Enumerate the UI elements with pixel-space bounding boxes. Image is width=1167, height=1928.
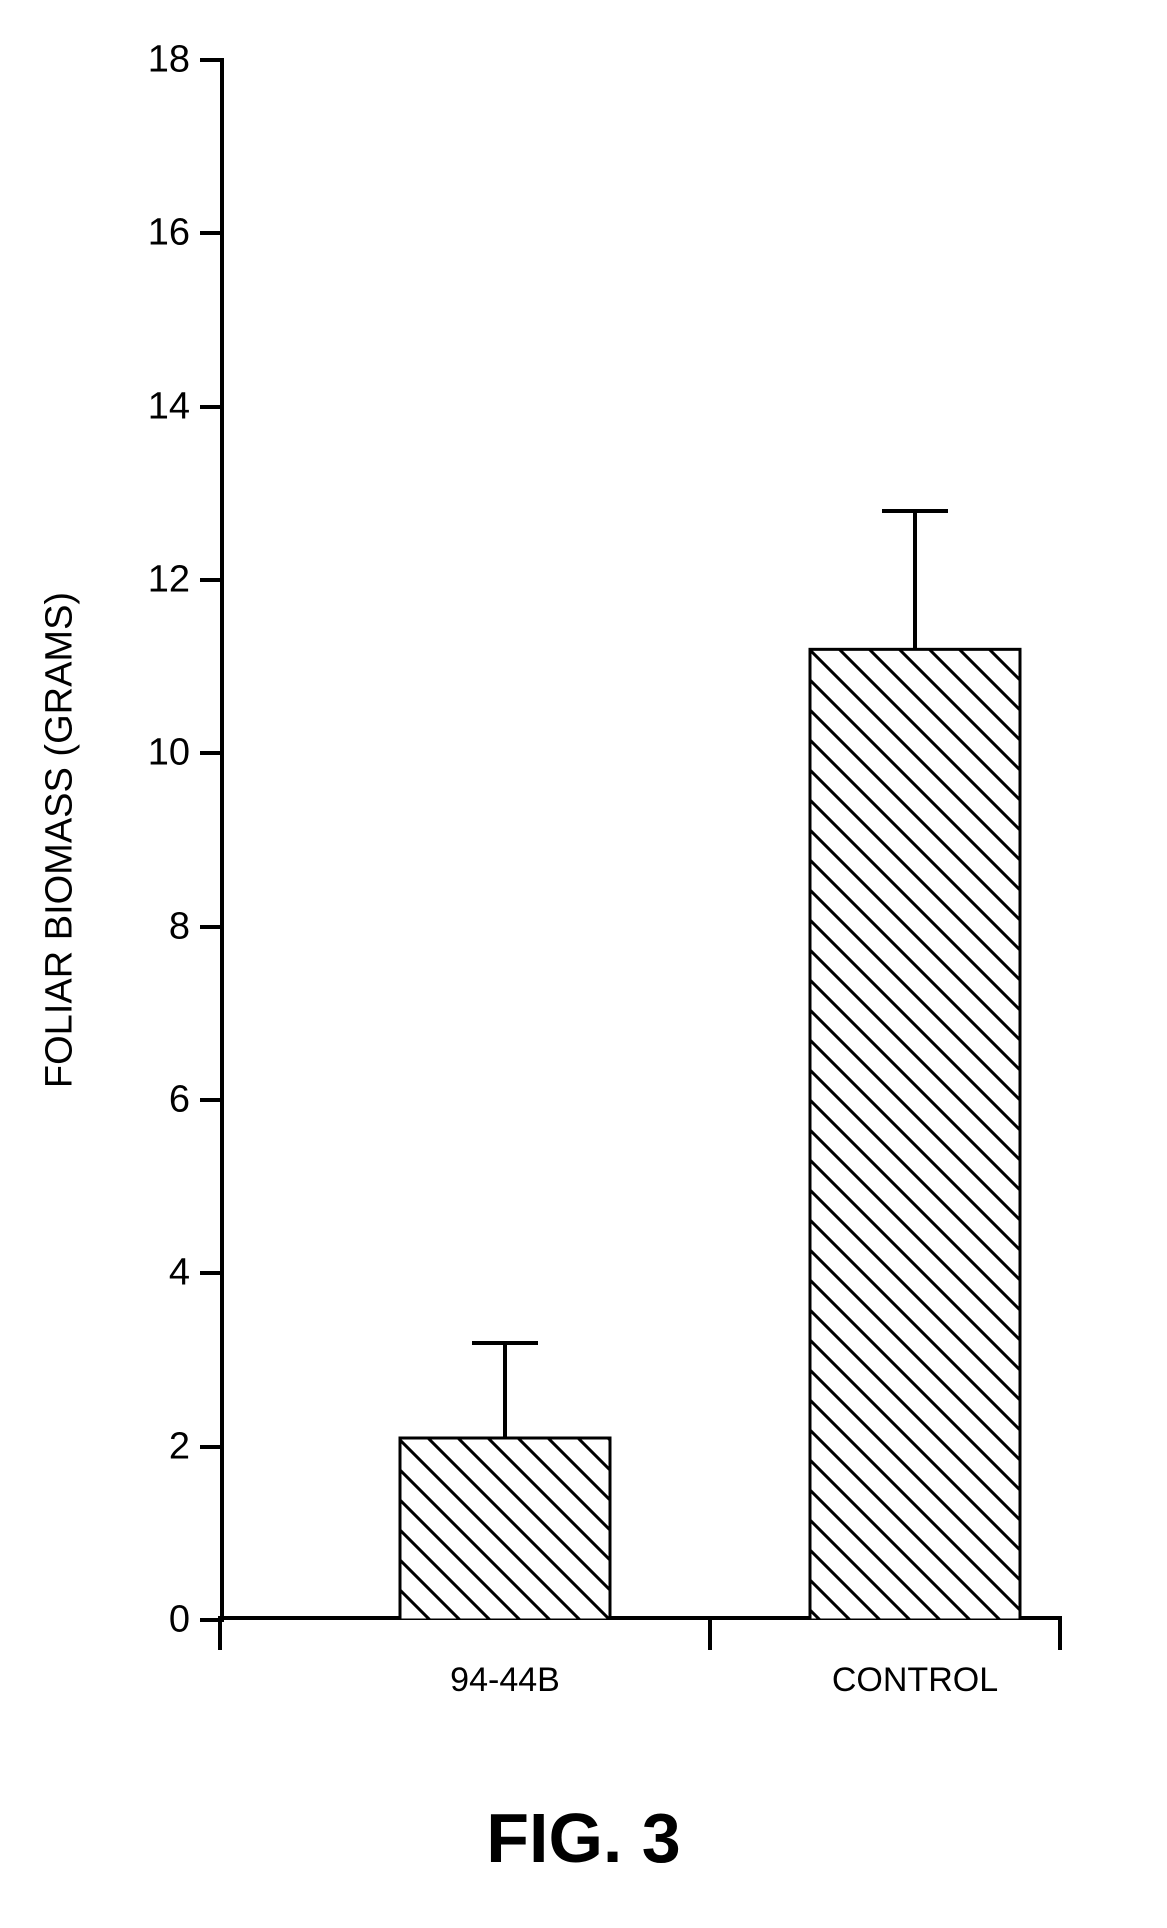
y-tick: [200, 578, 224, 582]
y-tick: [200, 925, 224, 929]
y-tick-label: 14: [130, 385, 190, 428]
y-tick-label: 0: [130, 1599, 190, 1642]
y-tick: [200, 231, 224, 235]
bar: [810, 649, 1020, 1620]
y-tick: [200, 751, 224, 755]
x-tick: [218, 1616, 222, 1650]
bar: [400, 1438, 610, 1620]
y-tick: [200, 58, 224, 62]
y-tick-label: 2: [130, 1425, 190, 1468]
bars-svg: [220, 60, 1060, 1620]
x-category-label: 94-44B: [450, 1661, 560, 1700]
x-category-label: CONTROL: [832, 1661, 998, 1700]
y-tick-label: 8: [130, 905, 190, 948]
error-bar-cap: [882, 509, 948, 513]
chart-container: FOLIAR BIOMASS (GRAMS) 02468101214161894…: [80, 60, 1080, 1760]
y-tick-label: 10: [130, 732, 190, 775]
x-tick: [708, 1616, 712, 1650]
y-tick: [200, 1271, 224, 1275]
figure-caption: FIG. 3: [0, 1798, 1167, 1878]
error-bar-cap: [472, 1341, 538, 1345]
y-axis-title: FOLIAR BIOMASS (GRAMS): [39, 592, 82, 1088]
x-tick: [1058, 1616, 1062, 1650]
y-tick-label: 18: [130, 39, 190, 82]
y-tick: [200, 1445, 224, 1449]
y-tick: [200, 1098, 224, 1102]
error-bar-stem: [913, 511, 917, 650]
y-tick-label: 16: [130, 212, 190, 255]
y-tick-label: 4: [130, 1252, 190, 1295]
plot-area: 02468101214161894-44BCONTROL: [220, 60, 1060, 1620]
y-tick: [200, 405, 224, 409]
error-bar-stem: [503, 1343, 507, 1438]
y-tick-label: 6: [130, 1079, 190, 1122]
y-tick-label: 12: [130, 559, 190, 602]
